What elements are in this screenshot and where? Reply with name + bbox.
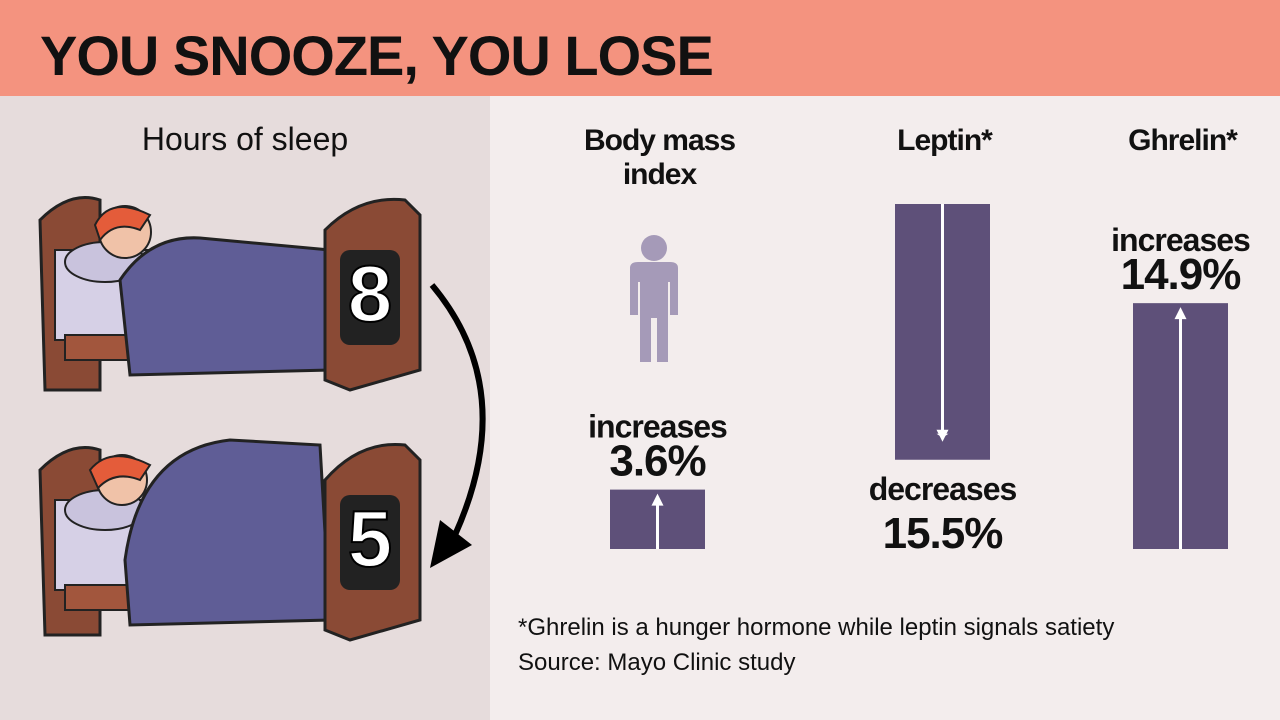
person-icon bbox=[630, 235, 678, 362]
metric-name-line2: index bbox=[623, 158, 698, 191]
hours-before: 8 bbox=[348, 249, 393, 338]
title: YOU SNOOZE, YOU LOSE bbox=[40, 24, 713, 87]
arrow bbox=[429, 283, 486, 537]
sleep-label: Hours of sleep bbox=[142, 121, 348, 157]
bed-8-hours bbox=[38, 196, 422, 392]
value-label: 15.5% bbox=[883, 509, 1003, 558]
sign-5 bbox=[340, 495, 400, 590]
metric-name: Leptin* bbox=[897, 124, 993, 157]
change-label: increases bbox=[1111, 222, 1250, 258]
header-band bbox=[0, 0, 1280, 96]
value-label: 14.9% bbox=[1121, 250, 1241, 299]
footnote: *Ghrelin is a hunger hormone while lepti… bbox=[518, 614, 1114, 641]
metric-name: Body mass bbox=[584, 124, 735, 157]
arrow-head bbox=[430, 520, 472, 568]
hours-after: 5 bbox=[348, 494, 393, 583]
bar-arrow-head bbox=[1174, 307, 1187, 320]
sign-8 bbox=[340, 250, 400, 345]
source: Source: Mayo Clinic study bbox=[518, 649, 795, 676]
value-label: 3.6% bbox=[609, 437, 705, 486]
bar-arrow-tip bbox=[936, 429, 949, 442]
change-label: increases bbox=[588, 409, 727, 445]
bar-arrow-head bbox=[651, 493, 664, 506]
change-label: decreases bbox=[869, 471, 1017, 507]
metric-name: Ghrelin* bbox=[1128, 124, 1238, 157]
